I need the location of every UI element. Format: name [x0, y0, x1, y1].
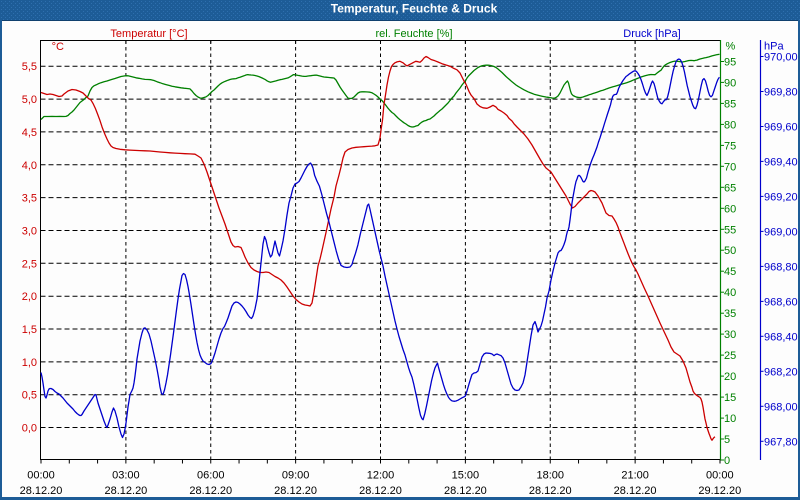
svg-text:80: 80 — [724, 119, 736, 131]
svg-text:rel. Feuchte [%]: rel. Feuchte [%] — [375, 28, 452, 40]
svg-text:30: 30 — [724, 329, 736, 341]
svg-text:15:00: 15:00 — [452, 470, 480, 482]
svg-text:970,00: 970,00 — [764, 52, 798, 64]
svg-text:1,0: 1,0 — [22, 357, 37, 369]
svg-text:00:00: 00:00 — [706, 470, 734, 482]
svg-text:28.12.20: 28.12.20 — [614, 485, 657, 497]
svg-text:45: 45 — [724, 266, 736, 278]
svg-text:4,5: 4,5 — [22, 127, 37, 139]
svg-text:0: 0 — [724, 455, 730, 467]
svg-text:28.12.20: 28.12.20 — [529, 485, 572, 497]
svg-text:10: 10 — [724, 413, 736, 425]
svg-text:967,80: 967,80 — [764, 436, 798, 448]
svg-text:969,80: 969,80 — [764, 87, 798, 99]
svg-text:969,00: 969,00 — [764, 226, 798, 238]
svg-text:28.12.20: 28.12.20 — [20, 485, 63, 497]
svg-text:5,5: 5,5 — [22, 61, 37, 73]
svg-text:28.12.20: 28.12.20 — [359, 485, 402, 497]
svg-text:968,20: 968,20 — [764, 366, 798, 378]
svg-text:969,40: 969,40 — [764, 156, 798, 168]
svg-text:5: 5 — [724, 434, 730, 446]
svg-text:18:00: 18:00 — [536, 470, 564, 482]
svg-text:1,5: 1,5 — [22, 324, 37, 336]
svg-text:%: % — [726, 41, 736, 53]
svg-text:3,5: 3,5 — [22, 193, 37, 205]
svg-text:Temperatur, Feuchte & Druck: Temperatur, Feuchte & Druck — [331, 2, 498, 16]
svg-text:968,00: 968,00 — [764, 401, 798, 413]
svg-text:35: 35 — [724, 308, 736, 320]
svg-text:2,0: 2,0 — [22, 291, 37, 303]
svg-text:968,40: 968,40 — [764, 331, 798, 343]
svg-text:50: 50 — [724, 245, 736, 257]
svg-text:25: 25 — [724, 350, 736, 362]
svg-text:28.12.20: 28.12.20 — [274, 485, 317, 497]
svg-text:hPa: hPa — [764, 41, 784, 53]
svg-text:968,60: 968,60 — [764, 296, 798, 308]
svg-text:969,60: 969,60 — [764, 122, 798, 134]
svg-text:5,0: 5,0 — [22, 94, 37, 106]
svg-text:969,20: 969,20 — [764, 191, 798, 203]
svg-text:75: 75 — [724, 140, 736, 152]
svg-text:28.12.20: 28.12.20 — [189, 485, 232, 497]
svg-text:09:00: 09:00 — [282, 470, 310, 482]
svg-text:Temperatur [°C]: Temperatur [°C] — [110, 28, 187, 40]
svg-text:40: 40 — [724, 287, 736, 299]
svg-text:70: 70 — [724, 161, 736, 173]
svg-text:15: 15 — [724, 392, 736, 404]
svg-text:4,0: 4,0 — [22, 160, 37, 172]
svg-text:0,5: 0,5 — [22, 390, 37, 402]
svg-text:20: 20 — [724, 371, 736, 383]
svg-text:Druck [hPa]: Druck [hPa] — [623, 28, 680, 40]
svg-text:90: 90 — [724, 77, 736, 89]
svg-text:60: 60 — [724, 203, 736, 215]
svg-text:3,0: 3,0 — [22, 226, 37, 238]
svg-text:85: 85 — [724, 98, 736, 110]
svg-text:21:00: 21:00 — [621, 470, 649, 482]
svg-text:95: 95 — [724, 57, 736, 69]
svg-text:55: 55 — [724, 224, 736, 236]
svg-text:28.12.20: 28.12.20 — [444, 485, 487, 497]
svg-text:28.12.20: 28.12.20 — [104, 485, 147, 497]
svg-text:65: 65 — [724, 182, 736, 194]
svg-text:0,0: 0,0 — [22, 423, 37, 435]
svg-text:968,80: 968,80 — [764, 261, 798, 273]
svg-text:12:00: 12:00 — [367, 470, 395, 482]
svg-text:°C: °C — [52, 41, 64, 53]
svg-text:03:00: 03:00 — [112, 470, 140, 482]
svg-text:29.12.20: 29.12.20 — [698, 485, 741, 497]
svg-text:06:00: 06:00 — [197, 470, 225, 482]
svg-text:00:00: 00:00 — [27, 470, 55, 482]
svg-text:2,5: 2,5 — [22, 258, 37, 270]
